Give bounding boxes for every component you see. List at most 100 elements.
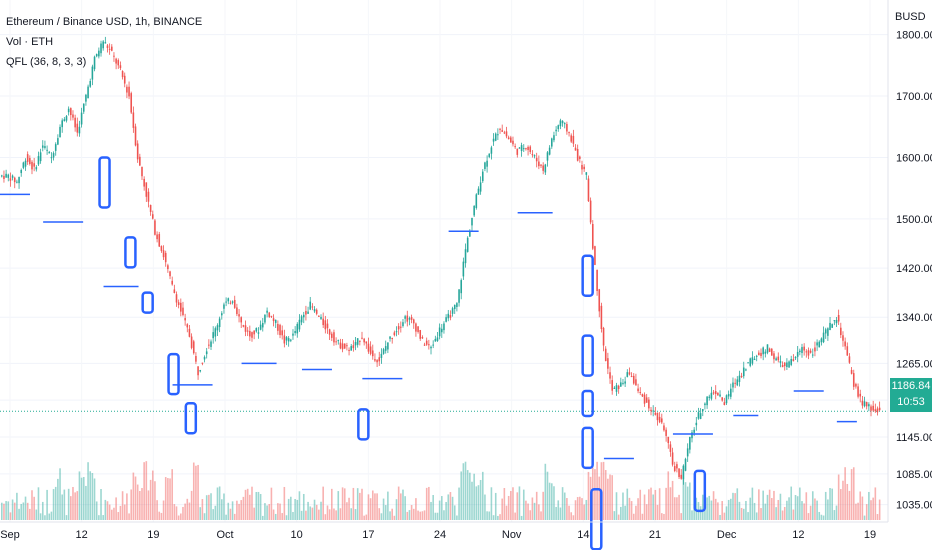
volume-bar xyxy=(350,508,353,520)
volume-bar xyxy=(78,471,81,520)
chart-legend: Ethereum / Binance USD, 1h, BINANCE Vol … xyxy=(6,12,202,72)
candle-body xyxy=(412,319,415,324)
volume-bar xyxy=(307,501,309,520)
volume-bar xyxy=(52,489,55,520)
candle-body xyxy=(443,323,445,331)
candle-body xyxy=(477,188,480,195)
candle-body xyxy=(5,173,7,178)
volume-bar xyxy=(156,500,158,520)
volume-bar xyxy=(704,509,706,520)
volume-bar xyxy=(533,502,536,520)
volume-bar xyxy=(779,493,782,520)
volume-bar xyxy=(540,511,542,520)
candle-body xyxy=(807,350,810,356)
candle-body xyxy=(384,346,387,351)
volume-bar xyxy=(331,488,333,520)
candle-body xyxy=(492,138,495,142)
volume-bar xyxy=(31,490,33,520)
volume-bar xyxy=(572,515,575,520)
candle-body xyxy=(134,126,137,146)
candle-body xyxy=(658,416,661,423)
volume-bar xyxy=(598,476,601,520)
volume-bar xyxy=(777,499,780,520)
volume-bar xyxy=(18,508,20,520)
volume-bar xyxy=(669,487,672,520)
candle-body xyxy=(497,134,499,136)
volume-bar xyxy=(298,491,301,520)
candle-body xyxy=(667,436,670,444)
candle-body xyxy=(859,393,862,397)
candle-body xyxy=(76,123,79,133)
symbol-title[interactable]: Ethereum / Binance USD, 1h, BINANCE xyxy=(6,16,203,28)
qfl-buy-marker xyxy=(167,352,180,396)
volume-bar xyxy=(218,486,221,520)
candle-body xyxy=(240,317,243,323)
indicator-legend[interactable]: QFL (36, 8, 3, 3) xyxy=(6,56,87,68)
candle-body xyxy=(654,412,657,415)
candle-body xyxy=(346,345,348,347)
volume-bar xyxy=(180,513,182,520)
candle-body xyxy=(637,388,639,392)
candle-body xyxy=(227,298,230,302)
volume-bar xyxy=(613,511,616,520)
candle-body xyxy=(671,452,674,465)
candle-body xyxy=(488,153,491,157)
time-tick-label: 19 xyxy=(147,529,159,541)
candle-body xyxy=(594,246,596,265)
candle-body xyxy=(218,318,221,328)
candle-body xyxy=(781,365,784,368)
candle-body xyxy=(624,381,626,384)
candle-body xyxy=(376,360,378,363)
candle-body xyxy=(223,304,225,309)
candle-body xyxy=(727,394,730,397)
candle-body xyxy=(656,412,659,421)
candle-body xyxy=(822,332,825,343)
volume-bar xyxy=(74,492,76,520)
volume-bar xyxy=(169,478,171,520)
volume-bar xyxy=(811,491,814,520)
volume-bar xyxy=(740,507,743,520)
candle-body xyxy=(630,375,633,377)
volume-bar xyxy=(775,507,777,520)
candle-body xyxy=(184,318,186,321)
volume-bar xyxy=(658,488,661,520)
volume-bar xyxy=(559,507,562,520)
volume-bar xyxy=(35,509,38,520)
volume-bar xyxy=(538,504,540,520)
volume-bar xyxy=(643,494,646,520)
candle-body xyxy=(186,324,189,328)
volume-bar xyxy=(419,511,422,520)
candle-body xyxy=(356,338,359,345)
volume-bar xyxy=(553,486,555,520)
candle-body xyxy=(52,153,55,158)
time-tick-label: 12 xyxy=(792,529,804,541)
volume-bar xyxy=(182,506,184,520)
candle-body xyxy=(650,409,652,412)
volume-bar xyxy=(428,486,430,520)
candle-body xyxy=(292,333,294,336)
volume-bar xyxy=(691,510,693,520)
candle-body xyxy=(855,384,857,387)
volume-bar xyxy=(505,505,508,520)
candle-body xyxy=(607,358,609,369)
volume-bar xyxy=(154,481,156,520)
candle-body xyxy=(108,48,111,50)
volume-bar xyxy=(3,503,5,520)
candle-body xyxy=(352,345,355,349)
time-tick-label: Oct xyxy=(216,529,233,541)
volume-bar xyxy=(701,494,704,520)
volume-bar xyxy=(865,504,868,520)
volume-bar xyxy=(270,487,273,520)
volume-legend[interactable]: Vol · ETH xyxy=(6,36,54,48)
volume-bar xyxy=(208,494,210,520)
candle-body xyxy=(67,108,70,113)
volume-bar xyxy=(29,508,31,520)
volume-bar xyxy=(11,499,14,520)
candle-body xyxy=(820,338,823,343)
candle-body xyxy=(691,432,693,439)
candle-body xyxy=(755,355,758,357)
candle-body xyxy=(701,409,704,412)
candle-body xyxy=(54,144,57,151)
candle-body xyxy=(799,350,801,353)
